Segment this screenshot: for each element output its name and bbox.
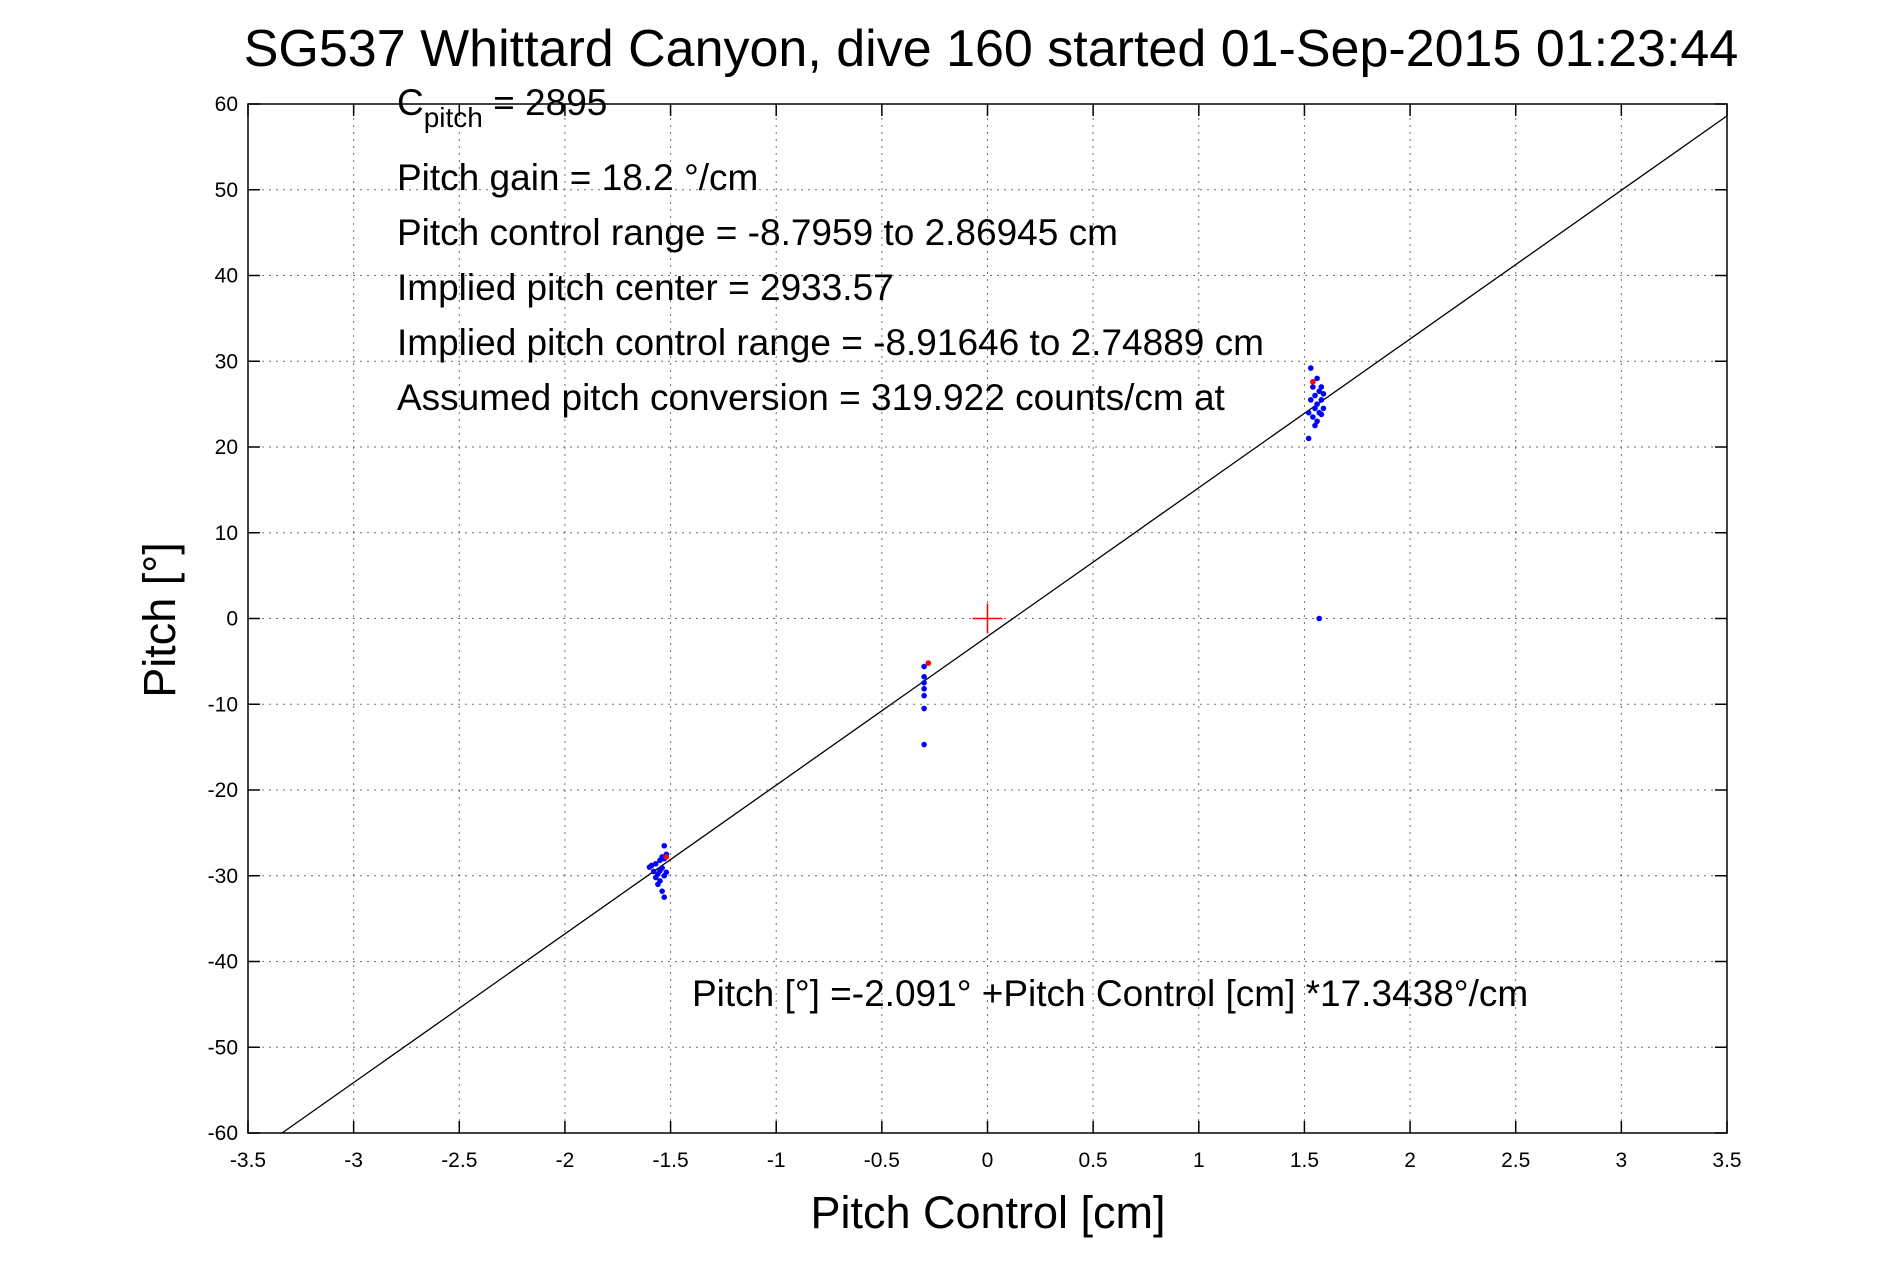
- data-points: [646, 365, 1327, 900]
- y-tick-label: -40: [208, 951, 238, 974]
- y-tick-label: 60: [215, 93, 238, 116]
- y-axis-title: Pitch [°]: [134, 542, 185, 698]
- data-point-highlight: [925, 660, 932, 666]
- annotation-implied-pitch-control-range: Implied pitch control range = -8.91646 t…: [397, 322, 1264, 363]
- data-point-highlight: [663, 854, 670, 860]
- x-tick-label: 0.5: [1079, 1149, 1108, 1172]
- y-tick-label: 10: [215, 522, 238, 545]
- data-point: [1312, 405, 1318, 412]
- annotations: Cpitch = 2895 Pitch gain = 18.2 °/cm Pit…: [397, 82, 1528, 1014]
- data-point: [1307, 365, 1314, 371]
- data-point: [1307, 397, 1314, 403]
- data-point: [1305, 435, 1312, 442]
- data-point: [657, 878, 663, 884]
- data-point: [921, 741, 927, 748]
- grid: [248, 104, 1727, 1133]
- annotation-pitch-control-range: Pitch control range = -8.7959 to 2.86945…: [397, 212, 1118, 253]
- data-point: [1318, 411, 1325, 418]
- y-tick-label: -20: [208, 779, 238, 802]
- data-point: [659, 865, 665, 871]
- x-tick-label: 3.5: [1712, 1149, 1741, 1172]
- data-point: [663, 869, 670, 876]
- data-point: [1310, 414, 1316, 420]
- data-point: [1316, 388, 1323, 395]
- data-point: [1314, 375, 1320, 382]
- data-point: [921, 705, 927, 712]
- fit-equation: Pitch [°] =-2.091° +Pitch Control [cm] *…: [692, 973, 1528, 1014]
- fit-line: [281, 115, 1728, 1134]
- data-point: [659, 888, 665, 894]
- x-tick-label: -3: [344, 1149, 363, 1172]
- data-point: [1318, 384, 1325, 390]
- cpitch-rest: = 2895: [483, 82, 607, 123]
- data-point: [1318, 397, 1325, 403]
- y-tick-label: -60: [208, 1122, 238, 1145]
- data-point: [648, 862, 655, 869]
- annotation-assumed-pitch-conversion: Assumed pitch conversion = 319.922 count…: [397, 377, 1226, 418]
- data-point: [1314, 418, 1320, 425]
- cpitch-base: C: [397, 82, 424, 123]
- data-point: [921, 680, 927, 686]
- data-point: [1310, 384, 1316, 390]
- y-tick-label: -30: [208, 865, 238, 888]
- y-tick-label: 20: [215, 436, 238, 459]
- chart-title: SG537 Whittard Canyon, dive 160 started …: [244, 20, 1739, 78]
- data-point: [921, 663, 927, 670]
- data-point: [921, 692, 927, 699]
- cpitch-sub: pitch: [424, 102, 483, 133]
- y-tick-label: 40: [215, 265, 238, 288]
- x-tick-label: 2.5: [1501, 1149, 1530, 1172]
- data-point: [652, 860, 659, 867]
- data-point: [1320, 391, 1327, 397]
- data-point: [1305, 409, 1312, 416]
- x-tick-label: -0.5: [864, 1149, 900, 1172]
- x-tick-label: -1.5: [652, 1149, 688, 1172]
- data-point: [1320, 405, 1327, 412]
- x-tick-label: 1.5: [1290, 1149, 1319, 1172]
- data-point: [921, 686, 927, 692]
- cpitch-annotation: Cpitch = 2895: [397, 82, 607, 133]
- axis-ticks: -3.5 -3 -2.5 -2 -1.5 -1 -0.5 0 0.5 1 1.5 2 2.5 3 3.5 -6…: [208, 93, 1742, 1172]
- data-point: [1316, 615, 1323, 622]
- data-point: [1312, 392, 1318, 399]
- data-point: [1314, 401, 1320, 407]
- y-tick-label: -50: [208, 1036, 238, 1059]
- x-tick-label: -2: [556, 1149, 575, 1172]
- y-tick-label: 50: [215, 179, 238, 202]
- fit-line-group: [281, 115, 1728, 1134]
- annotation-implied-pitch-center: Implied pitch center = 2933.57: [397, 267, 894, 308]
- data-point: [1312, 422, 1318, 429]
- annotation-pitch-gain: Pitch gain = 18.2 °/cm: [397, 157, 758, 198]
- x-tick-label: 2: [1404, 1149, 1416, 1172]
- data-point: [921, 674, 927, 680]
- y-tick-label: -10: [208, 693, 238, 716]
- data-point-highlight: [1310, 379, 1316, 385]
- x-tick-label: -1: [767, 1149, 786, 1172]
- data-point: [650, 868, 657, 875]
- y-tick-label: 0: [226, 608, 238, 631]
- x-tick-label: -3.5: [230, 1149, 266, 1172]
- x-tick-label: 3: [1616, 1149, 1628, 1172]
- x-tick-label: 1: [1193, 1149, 1205, 1172]
- data-point: [661, 842, 668, 849]
- x-axis-title: Pitch Control [cm]: [810, 1187, 1165, 1238]
- y-tick-label: 30: [215, 350, 238, 373]
- x-tick-label: 0: [982, 1149, 994, 1172]
- data-point: [661, 894, 668, 900]
- x-tick-label: -2.5: [441, 1149, 477, 1172]
